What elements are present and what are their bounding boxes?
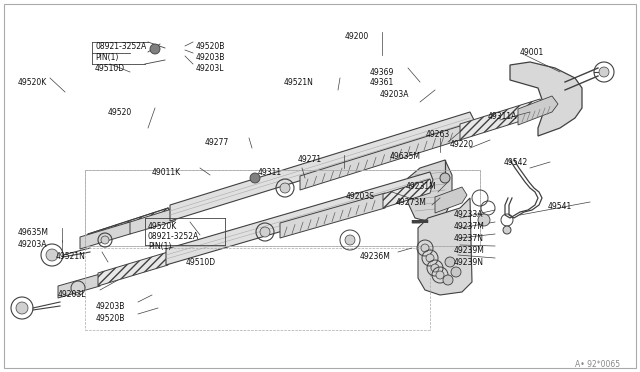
- Polygon shape: [460, 99, 544, 140]
- Text: 49203B: 49203B: [196, 53, 225, 62]
- Text: 49200: 49200: [345, 32, 369, 41]
- Polygon shape: [408, 160, 452, 222]
- Text: 49520K: 49520K: [148, 222, 177, 231]
- Polygon shape: [88, 208, 172, 246]
- Polygon shape: [170, 112, 474, 221]
- Circle shape: [445, 257, 455, 267]
- Text: 49521N: 49521N: [284, 78, 314, 87]
- Polygon shape: [80, 222, 133, 249]
- Polygon shape: [383, 179, 432, 208]
- Text: 49001: 49001: [520, 48, 544, 57]
- Text: 49273M: 49273M: [396, 198, 427, 207]
- Polygon shape: [418, 198, 472, 295]
- Circle shape: [46, 249, 58, 261]
- Text: 49520B: 49520B: [96, 314, 125, 323]
- Text: 49263: 49263: [426, 130, 451, 139]
- Circle shape: [503, 226, 511, 234]
- Text: 49277: 49277: [205, 138, 229, 147]
- Text: 49520B: 49520B: [196, 42, 225, 51]
- Text: 49011K: 49011K: [152, 168, 181, 177]
- Text: 49203A: 49203A: [380, 90, 410, 99]
- Polygon shape: [510, 62, 582, 136]
- Text: 08921-3252A: 08921-3252A: [95, 42, 147, 51]
- Text: 49220: 49220: [450, 140, 474, 149]
- FancyBboxPatch shape: [4, 4, 636, 368]
- Text: 49510D: 49510D: [186, 258, 216, 267]
- Text: 49542: 49542: [504, 158, 528, 167]
- Polygon shape: [130, 208, 177, 234]
- Circle shape: [345, 235, 355, 245]
- Polygon shape: [280, 193, 387, 238]
- Text: PIN(1): PIN(1): [95, 53, 118, 62]
- Polygon shape: [58, 274, 102, 298]
- Text: 49203S: 49203S: [346, 192, 375, 201]
- Circle shape: [451, 267, 461, 277]
- Polygon shape: [435, 187, 467, 213]
- Circle shape: [101, 236, 109, 244]
- Circle shape: [443, 275, 453, 285]
- Text: 49520: 49520: [108, 108, 132, 117]
- Text: PIN(1): PIN(1): [148, 242, 172, 251]
- Text: 49521N: 49521N: [56, 252, 86, 261]
- Circle shape: [260, 227, 270, 237]
- Text: 49203L: 49203L: [196, 64, 225, 73]
- Text: 49203A: 49203A: [18, 240, 47, 249]
- Text: 49311: 49311: [258, 168, 282, 177]
- Text: 49203L: 49203L: [58, 290, 86, 299]
- Text: 49237N: 49237N: [454, 234, 484, 243]
- Circle shape: [431, 264, 439, 272]
- Text: 49635M: 49635M: [390, 152, 421, 161]
- Polygon shape: [98, 252, 170, 286]
- Text: 49635M: 49635M: [18, 228, 49, 237]
- Circle shape: [436, 271, 444, 279]
- Text: 49239M: 49239M: [454, 246, 485, 255]
- Text: 08921-3252A: 08921-3252A: [148, 232, 199, 241]
- Polygon shape: [166, 172, 433, 265]
- Text: A• 92*0065: A• 92*0065: [575, 360, 620, 369]
- Text: 49237M: 49237M: [454, 222, 485, 231]
- Text: 49510D: 49510D: [95, 64, 125, 73]
- Text: 49231M: 49231M: [406, 182, 436, 191]
- Polygon shape: [300, 126, 462, 190]
- Text: 49236M: 49236M: [360, 252, 391, 261]
- Text: 49233A: 49233A: [454, 210, 483, 219]
- Circle shape: [440, 173, 450, 183]
- Circle shape: [16, 302, 28, 314]
- Polygon shape: [518, 96, 558, 125]
- Circle shape: [478, 214, 490, 226]
- Text: 49311A: 49311A: [488, 112, 517, 121]
- Text: 49239N: 49239N: [454, 258, 484, 267]
- Text: 49541: 49541: [548, 202, 572, 211]
- Text: 49520K: 49520K: [18, 78, 47, 87]
- Text: 49361: 49361: [370, 78, 394, 87]
- Text: 49203B: 49203B: [96, 302, 125, 311]
- Text: 49369: 49369: [370, 68, 394, 77]
- Circle shape: [150, 44, 160, 54]
- Circle shape: [421, 244, 429, 252]
- Circle shape: [599, 67, 609, 77]
- Circle shape: [426, 254, 434, 262]
- Circle shape: [280, 183, 290, 193]
- Circle shape: [250, 173, 260, 183]
- Text: 49271: 49271: [298, 155, 322, 164]
